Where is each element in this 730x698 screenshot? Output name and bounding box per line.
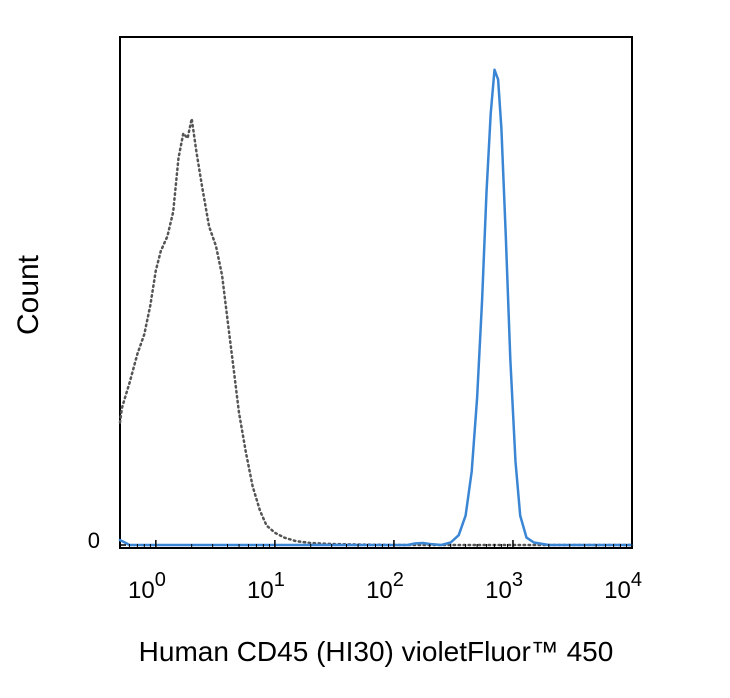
y-tick-label: 0 [88,528,100,553]
series-line-2 [118,68,634,547]
plot-area [118,68,634,547]
x-axis-title: Human CD45 (HI30) violetFluor™ 450 [139,636,614,667]
x-axis: 100 101 102 103 104 [119,540,642,604]
x-tick-label: 100 [128,569,166,604]
plot-frame [119,36,633,549]
series-line-1 [118,117,634,547]
y-axis: 0 [88,528,126,553]
y-axis-title: Count [12,254,45,335]
x-tick-label: 102 [366,569,404,604]
x-tick-label: 103 [485,569,523,604]
x-tick-label: 104 [604,569,642,604]
x-tick-label: 101 [247,569,285,604]
